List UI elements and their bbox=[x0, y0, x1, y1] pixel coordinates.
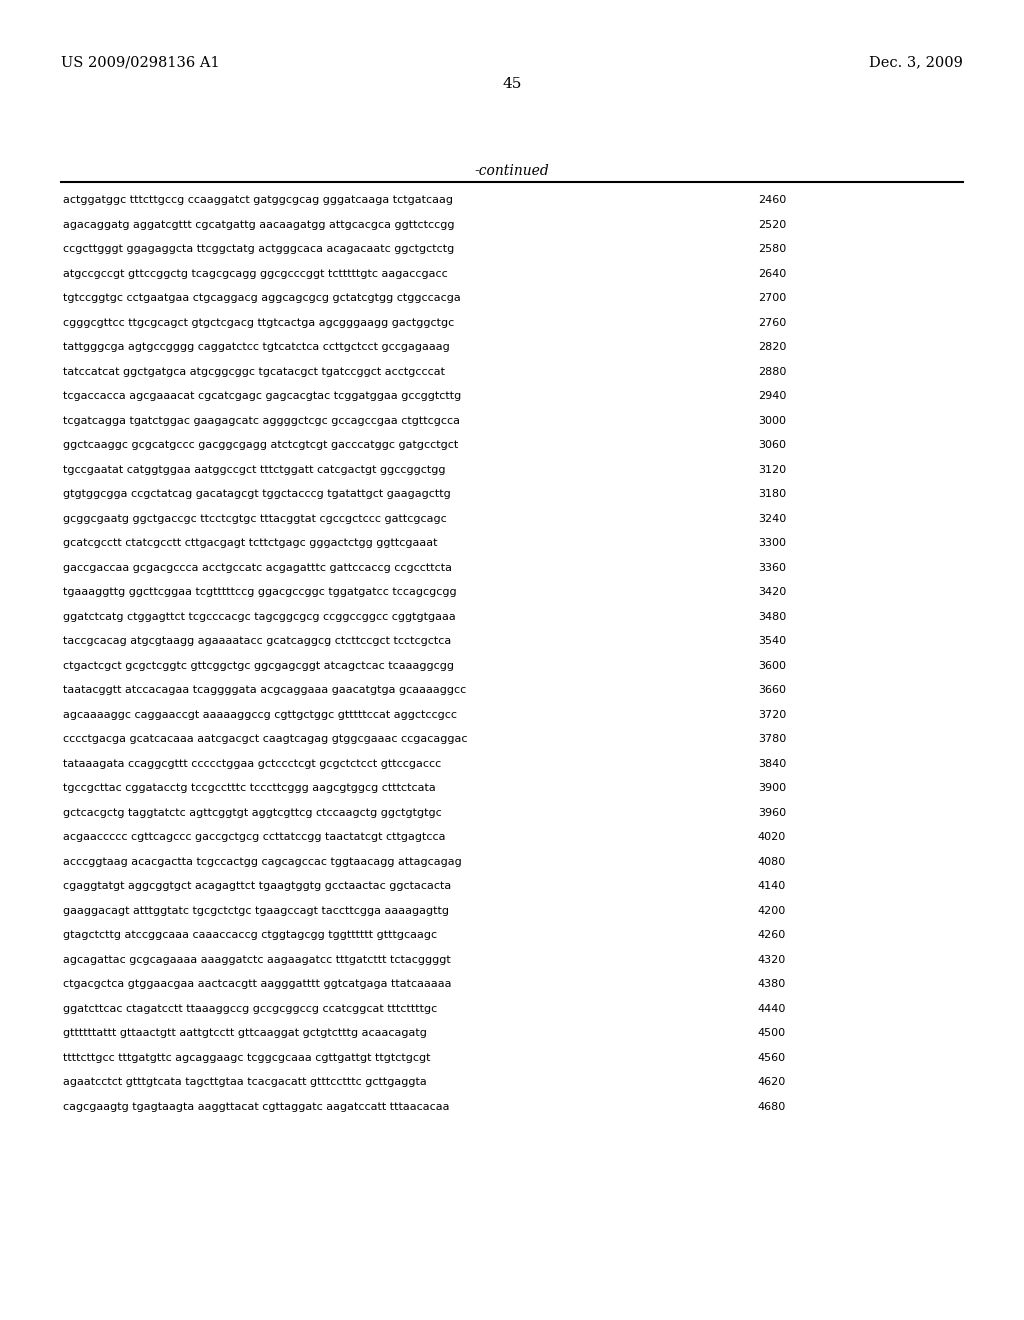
Text: agcagattac gcgcagaaaa aaaggatctc aagaagatcc tttgatcttt tctacggggt: agcagattac gcgcagaaaa aaaggatctc aagaaga… bbox=[63, 954, 452, 965]
Text: cagcgaagtg tgagtaagta aaggttacat cgttaggatc aagatccatt tttaacacaa: cagcgaagtg tgagtaagta aaggttacat cgttagg… bbox=[63, 1102, 450, 1111]
Text: 4080: 4080 bbox=[758, 857, 786, 867]
Text: 3840: 3840 bbox=[758, 759, 786, 768]
Text: 2580: 2580 bbox=[758, 244, 786, 255]
Text: 4260: 4260 bbox=[758, 931, 786, 940]
Text: cgggcgttcc ttgcgcagct gtgctcgacg ttgtcactga agcgggaagg gactggctgc: cgggcgttcc ttgcgcagct gtgctcgacg ttgtcac… bbox=[63, 318, 455, 327]
Text: ctgacgctca gtggaacgaa aactcacgtt aagggatttt ggtcatgaga ttatcaaaaa: ctgacgctca gtggaacgaa aactcacgtt aagggat… bbox=[63, 979, 452, 990]
Text: 3300: 3300 bbox=[758, 539, 785, 548]
Text: agcaaaaggc caggaaccgt aaaaaggccg cgttgctggc gtttttccat aggctccgcc: agcaaaaggc caggaaccgt aaaaaggccg cgttgct… bbox=[63, 710, 458, 719]
Text: cgaggtatgt aggcggtgct acagagttct tgaagtggtg gcctaactac ggctacacta: cgaggtatgt aggcggtgct acagagttct tgaagtg… bbox=[63, 882, 452, 891]
Text: taccgcacag atgcgtaagg agaaaatacc gcatcaggcg ctcttccgct tcctcgctca: taccgcacag atgcgtaagg agaaaatacc gcatcag… bbox=[63, 636, 452, 647]
Text: 3000: 3000 bbox=[758, 416, 785, 426]
Text: 2460: 2460 bbox=[758, 195, 786, 206]
Text: US 2009/0298136 A1: US 2009/0298136 A1 bbox=[61, 55, 220, 70]
Text: agacaggatg aggatcgttt cgcatgattg aacaagatgg attgcacgca ggttctccgg: agacaggatg aggatcgttt cgcatgattg aacaaga… bbox=[63, 220, 455, 230]
Text: 2760: 2760 bbox=[758, 318, 786, 327]
Text: 4380: 4380 bbox=[758, 979, 786, 990]
Text: tgccgaatat catggtggaa aatggccgct tttctggatt catcgactgt ggccggctgg: tgccgaatat catggtggaa aatggccgct tttctgg… bbox=[63, 465, 446, 475]
Text: gtgtggcgga ccgctatcag gacatagcgt tggctacccg tgatattgct gaagagcttg: gtgtggcgga ccgctatcag gacatagcgt tggctac… bbox=[63, 490, 452, 499]
Text: 4500: 4500 bbox=[758, 1028, 785, 1039]
Text: taatacggtt atccacagaa tcaggggata acgcaggaaa gaacatgtga gcaaaaggcc: taatacggtt atccacagaa tcaggggata acgcagg… bbox=[63, 685, 467, 696]
Text: ggatctcatg ctggagttct tcgcccacgc tagcggcgcg ccggccggcc cggtgtgaaa: ggatctcatg ctggagttct tcgcccacgc tagcggc… bbox=[63, 612, 457, 622]
Text: atgccgccgt gttccggctg tcagcgcagg ggcgcccggt tctttttgtc aagaccgacc: atgccgccgt gttccggctg tcagcgcagg ggcgccc… bbox=[63, 269, 449, 279]
Text: gtagctcttg atccggcaaa caaaccaccg ctggtagcgg tggtttttt gtttgcaagc: gtagctcttg atccggcaaa caaaccaccg ctggtag… bbox=[63, 931, 437, 940]
Text: gcatcgcctt ctatcgcctt cttgacgagt tcttctgagc gggactctgg ggttcgaaat: gcatcgcctt ctatcgcctt cttgacgagt tcttctg… bbox=[63, 539, 438, 548]
Text: gaaggacagt atttggtatc tgcgctctgc tgaagccagt taccttcgga aaaagagttg: gaaggacagt atttggtatc tgcgctctgc tgaagcc… bbox=[63, 906, 450, 916]
Text: -continued: -continued bbox=[475, 164, 549, 178]
Text: Dec. 3, 2009: Dec. 3, 2009 bbox=[868, 55, 963, 70]
Text: tataaagata ccaggcgttt ccccctggaa gctccctcgt gcgctctcct gttccgaccc: tataaagata ccaggcgttt ccccctggaa gctccct… bbox=[63, 759, 441, 768]
Text: agaatcctct gtttgtcata tagcttgtaa tcacgacatt gtttcctttc gcttgaggta: agaatcctct gtttgtcata tagcttgtaa tcacgac… bbox=[63, 1077, 427, 1088]
Text: cccctgacga gcatcacaaa aatcgacgct caagtcagag gtggcgaaac ccgacaggac: cccctgacga gcatcacaaa aatcgacgct caagtca… bbox=[63, 734, 468, 744]
Text: 3480: 3480 bbox=[758, 612, 786, 622]
Text: 4560: 4560 bbox=[758, 1053, 785, 1063]
Text: 3420: 3420 bbox=[758, 587, 786, 598]
Text: gcggcgaatg ggctgaccgc ttcctcgtgc tttacggtat cgccgctccc gattcgcagc: gcggcgaatg ggctgaccgc ttcctcgtgc tttacgg… bbox=[63, 513, 447, 524]
Text: ggctcaaggc gcgcatgccc gacggcgagg atctcgtcgt gacccatggc gatgcctgct: ggctcaaggc gcgcatgccc gacggcgagg atctcgt… bbox=[63, 441, 459, 450]
Text: 3060: 3060 bbox=[758, 441, 785, 450]
Text: 4020: 4020 bbox=[758, 833, 786, 842]
Text: tgtccggtgc cctgaatgaa ctgcaggacg aggcagcgcg gctatcgtgg ctggccacga: tgtccggtgc cctgaatgaa ctgcaggacg aggcagc… bbox=[63, 293, 461, 304]
Text: 4140: 4140 bbox=[758, 882, 786, 891]
Text: tcgatcagga tgatctggac gaagagcatc aggggctcgc gccagccgaa ctgttcgcca: tcgatcagga tgatctggac gaagagcatc aggggct… bbox=[63, 416, 461, 426]
Text: 2880: 2880 bbox=[758, 367, 786, 378]
Text: 4320: 4320 bbox=[758, 954, 786, 965]
Text: 3720: 3720 bbox=[758, 710, 786, 719]
Text: 3900: 3900 bbox=[758, 783, 785, 793]
Text: 45: 45 bbox=[503, 77, 521, 91]
Text: tattgggcga agtgccgggg caggatctcc tgtcatctca ccttgctcct gccgagaaag: tattgggcga agtgccgggg caggatctcc tgtcatc… bbox=[63, 342, 451, 352]
Text: gctcacgctg taggtatctc agttcggtgt aggtcgttcg ctccaagctg ggctgtgtgc: gctcacgctg taggtatctc agttcggtgt aggtcgt… bbox=[63, 808, 442, 818]
Text: ttttcttgcc tttgatgttc agcaggaagc tcggcgcaaa cgttgattgt ttgtctgcgt: ttttcttgcc tttgatgttc agcaggaagc tcggcgc… bbox=[63, 1053, 431, 1063]
Text: ggatcttcac ctagatcctt ttaaaggccg gccgcggccg ccatcggcat tttcttttgc: ggatcttcac ctagatcctt ttaaaggccg gccgcgg… bbox=[63, 1005, 437, 1014]
Text: tgaaaggttg ggcttcggaa tcgtttttccg ggacgccggc tggatgatcc tccagcgcgg: tgaaaggttg ggcttcggaa tcgtttttccg ggacgc… bbox=[63, 587, 457, 598]
Text: 3240: 3240 bbox=[758, 513, 786, 524]
Text: 2820: 2820 bbox=[758, 342, 786, 352]
Text: 4680: 4680 bbox=[758, 1102, 786, 1111]
Text: acccggtaag acacgactta tcgccactgg cagcagccac tggtaacagg attagcagag: acccggtaag acacgactta tcgccactgg cagcagc… bbox=[63, 857, 462, 867]
Text: 3540: 3540 bbox=[758, 636, 785, 647]
Text: 3180: 3180 bbox=[758, 490, 785, 499]
Text: gttttttattt gttaactgtt aattgtcctt gttcaaggat gctgtctttg acaacagatg: gttttttattt gttaactgtt aattgtcctt gttcaa… bbox=[63, 1028, 427, 1039]
Text: 3600: 3600 bbox=[758, 661, 785, 671]
Text: 2940: 2940 bbox=[758, 391, 786, 401]
Text: gaccgaccaa gcgacgccca acctgccatc acgagatttc gattccaccg ccgccttcta: gaccgaccaa gcgacgccca acctgccatc acgagat… bbox=[63, 562, 453, 573]
Text: 2640: 2640 bbox=[758, 269, 786, 279]
Text: 3360: 3360 bbox=[758, 562, 785, 573]
Text: 4620: 4620 bbox=[758, 1077, 786, 1088]
Text: 3780: 3780 bbox=[758, 734, 786, 744]
Text: 4200: 4200 bbox=[758, 906, 786, 916]
Text: tgccgcttac cggatacctg tccgcctttc tcccttcggg aagcgtggcg ctttctcata: tgccgcttac cggatacctg tccgcctttc tcccttc… bbox=[63, 783, 436, 793]
Text: tcgaccacca agcgaaacat cgcatcgagc gagcacgtac tcggatggaa gccggtcttg: tcgaccacca agcgaaacat cgcatcgagc gagcacg… bbox=[63, 391, 462, 401]
Text: 3660: 3660 bbox=[758, 685, 785, 696]
Text: 2520: 2520 bbox=[758, 220, 786, 230]
Text: acgaaccccc cgttcagccc gaccgctgcg ccttatccgg taactatcgt cttgagtcca: acgaaccccc cgttcagccc gaccgctgcg ccttatc… bbox=[63, 833, 446, 842]
Text: actggatggc tttcttgccg ccaaggatct gatggcgcag gggatcaaga tctgatcaag: actggatggc tttcttgccg ccaaggatct gatggcg… bbox=[63, 195, 454, 206]
Text: 3960: 3960 bbox=[758, 808, 785, 818]
Text: ctgactcgct gcgctcggtc gttcggctgc ggcgagcggt atcagctcac tcaaaggcgg: ctgactcgct gcgctcggtc gttcggctgc ggcgagc… bbox=[63, 661, 455, 671]
Text: ccgcttgggt ggagaggcta ttcggctatg actgggcaca acagacaatc ggctgctctg: ccgcttgggt ggagaggcta ttcggctatg actgggc… bbox=[63, 244, 455, 255]
Text: 4440: 4440 bbox=[758, 1005, 786, 1014]
Text: 2700: 2700 bbox=[758, 293, 786, 304]
Text: 3120: 3120 bbox=[758, 465, 785, 475]
Text: tatccatcat ggctgatgca atgcggcggc tgcatacgct tgatccggct acctgcccat: tatccatcat ggctgatgca atgcggcggc tgcatac… bbox=[63, 367, 445, 378]
